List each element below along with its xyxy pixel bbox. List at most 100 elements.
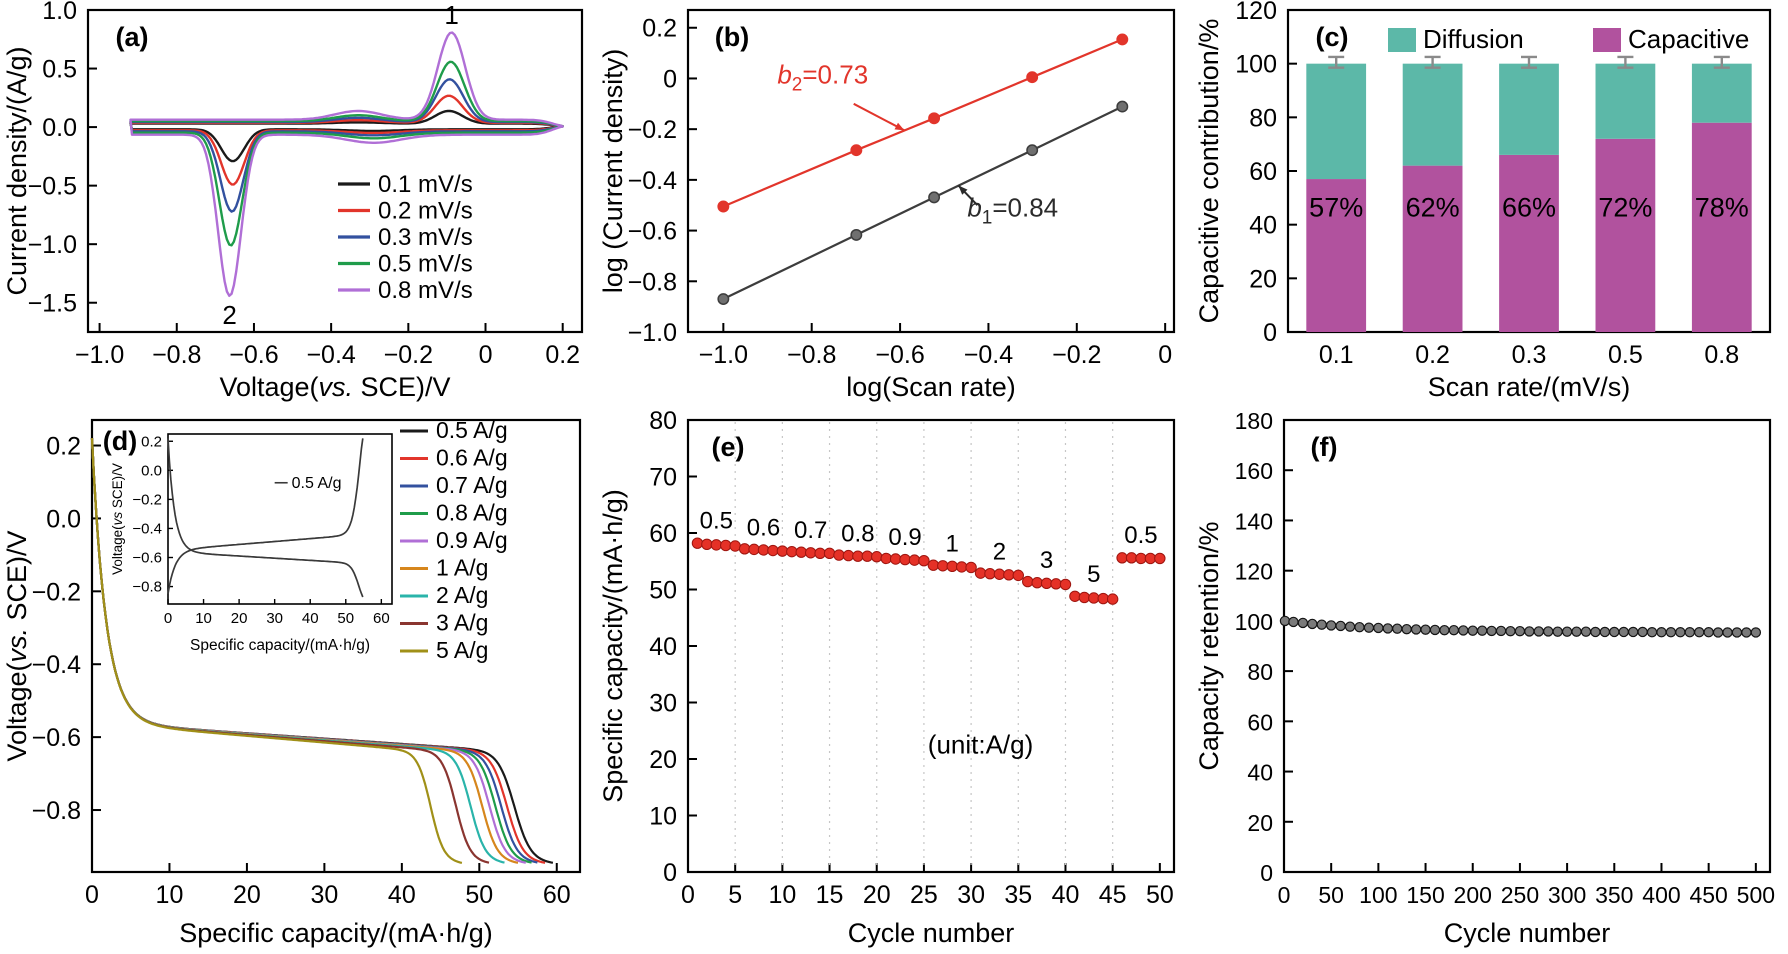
x-axis-label: log(Scan rate) xyxy=(846,372,1016,402)
axes-b: −1.0 −0.8 −0.6 −0.4 −0.2 0 0.2 0 −0.2 −0.4 −0.6 −0.… xyxy=(598,8,1176,402)
y-tick-label: 70 xyxy=(649,464,677,492)
x-tick-label: −0.8 xyxy=(152,341,201,369)
capacity-point xyxy=(974,567,987,579)
x-tick-label: 400 xyxy=(1642,882,1680,908)
capacity-point xyxy=(1022,575,1034,588)
y-tick-label: −0.6 xyxy=(628,218,677,246)
data-point xyxy=(1026,71,1039,84)
retention-point xyxy=(1703,626,1714,638)
panel-tag: (b) xyxy=(715,22,749,52)
capacity-point xyxy=(710,539,723,551)
y-tick-label: 20 xyxy=(1249,265,1277,293)
x-tick-label: 0.3 xyxy=(1512,341,1547,369)
retention-point xyxy=(1429,624,1441,636)
x-axis-label: Cycle number xyxy=(848,918,1015,948)
retention-point xyxy=(1486,625,1497,637)
inset-x-tick: 40 xyxy=(302,610,319,627)
rate-step-label: 0.5 xyxy=(1124,522,1157,549)
capacity-point xyxy=(1097,592,1109,605)
y-tick-label: 0.0 xyxy=(46,505,81,533)
legend-label: 0.1 mV/s xyxy=(378,171,473,198)
x-tick-label: 50 xyxy=(1318,882,1344,908)
bar-diffusion xyxy=(1402,63,1463,166)
capacity-point xyxy=(1003,569,1015,581)
capacity-point xyxy=(786,545,798,558)
bar-percent-label: 78% xyxy=(1695,193,1749,223)
y-tick-label: 100 xyxy=(1235,51,1277,79)
cv-curve-0.3 mV/s xyxy=(129,78,564,213)
y-tick-label: 0.0 xyxy=(42,114,77,142)
y-tick-label: 20 xyxy=(649,746,677,774)
retention-point xyxy=(1552,626,1563,637)
y-tick-label: −1.5 xyxy=(28,290,77,318)
x-axis-label: Scan rate/(mV/s) xyxy=(1428,372,1631,402)
x-tick-label: 35 xyxy=(1004,881,1032,909)
y-tick-label: 0.2 xyxy=(46,433,81,461)
x-tick-label: 0.1 xyxy=(1319,341,1354,369)
capacity-point xyxy=(871,551,883,563)
rate-step-label: 3 xyxy=(1040,547,1053,574)
x-tick-label: 0.2 xyxy=(545,341,580,369)
axes-e: 0 5 10 15 20 25 30 35 40 45 5001020304050607080Cyc… xyxy=(598,408,1176,948)
capacity-point xyxy=(937,560,949,572)
capacity-point xyxy=(1012,569,1024,582)
retention-point xyxy=(1373,622,1384,634)
y-axis-label: log (Current density) xyxy=(598,49,628,294)
x-tick-label: 150 xyxy=(1406,882,1444,908)
y-tick-label: 0 xyxy=(1263,319,1277,347)
x-tick-label: 20 xyxy=(233,881,261,909)
inset-x-tick: 10 xyxy=(195,610,212,627)
y-tick-label: −0.4 xyxy=(628,167,677,195)
capacity-point xyxy=(1069,590,1081,602)
y-tick-label: 160 xyxy=(1235,458,1273,484)
capacity-point xyxy=(852,550,864,562)
inset-y-tick: −0.2 xyxy=(132,491,162,508)
retention-point xyxy=(1439,624,1450,636)
x-tick-label: 30 xyxy=(310,881,338,909)
x-tick-label: 450 xyxy=(1689,882,1727,908)
data-point xyxy=(850,144,863,157)
inset-rate-label: 0.5 A/g xyxy=(292,475,342,492)
inset-x-label: Specific capacity/(mA·h/g) xyxy=(190,637,370,654)
retention-point xyxy=(1514,625,1526,637)
axes-a: −1.0 −0.8 −0.6 −0.4 −0.2 0 0.2 −1.5 −1.0 −0.5 0.0 0… xyxy=(2,0,584,402)
inset-gcd-chart: 0 10 20 30 40 50 60 0.2 0.0 −0.2 −0.4 −0.6 −0.8 Speci… xyxy=(110,433,393,654)
y-tick-label: 80 xyxy=(649,408,677,435)
y-tick-label: −0.4 xyxy=(32,651,81,679)
bar-percent-label: 66% xyxy=(1502,193,1556,223)
bar-capacitive xyxy=(1402,165,1463,332)
retention-point xyxy=(1392,623,1403,634)
retention-point xyxy=(1344,621,1356,632)
retention-point xyxy=(1354,621,1365,633)
cv-curve-0.5 mV/s xyxy=(129,60,564,247)
x-tick-label: 20 xyxy=(863,881,891,909)
bar-diffusion xyxy=(1691,63,1752,123)
x-tick-label: 0 xyxy=(1158,341,1172,369)
x-tick-label: 50 xyxy=(465,881,493,909)
legend-label: Capacitive xyxy=(1628,24,1749,54)
y-tick-label: −0.5 xyxy=(28,173,77,201)
capacity-point xyxy=(965,561,977,574)
retention-point xyxy=(1627,626,1639,638)
retention-point xyxy=(1571,626,1582,637)
inset-x-tick: 20 xyxy=(231,610,248,627)
legend-label: 3 A/g xyxy=(436,610,488,636)
capacity-point xyxy=(1116,552,1128,564)
y-tick-label: −1.0 xyxy=(628,319,677,347)
y-tick-label: 120 xyxy=(1235,559,1273,585)
bar-diffusion xyxy=(1306,63,1367,180)
legend-label: 0.7 A/g xyxy=(436,472,508,498)
fit-line xyxy=(722,105,1123,300)
x-axis-label: Voltage(vs. SCE)/V xyxy=(219,372,450,402)
capacity-point xyxy=(984,567,996,580)
inset-y-tick: −0.8 xyxy=(132,579,162,596)
panel-c-contribution-chart: 0.1 0.2 0.3 0.5 0.8 0 20 40 60 80 100 120 Scan rate/… xyxy=(1192,0,1788,408)
y-tick-label: 0.2 xyxy=(642,15,677,43)
y-tick-label: −0.2 xyxy=(628,116,677,144)
y-tick-label: −0.8 xyxy=(628,268,677,296)
peak-label-1: 1 xyxy=(444,0,458,30)
bar-capacitive xyxy=(1499,154,1559,332)
rate-step-label: 0.5 xyxy=(700,507,733,534)
panel-tag: (d) xyxy=(103,426,137,456)
data-point xyxy=(928,112,941,125)
